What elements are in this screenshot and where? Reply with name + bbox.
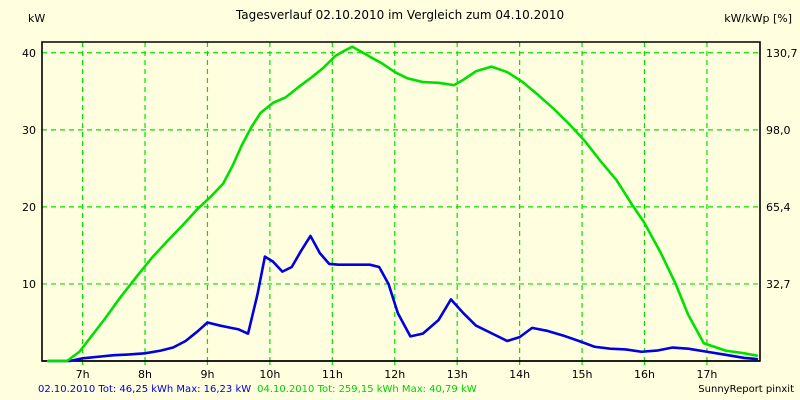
- y-tick-label-left: 30: [22, 124, 36, 137]
- series-line-04-10-2010: [46, 45, 759, 363]
- x-tick-label: 8h: [138, 368, 152, 381]
- x-tick-label: 11h: [322, 368, 343, 381]
- y-tick-label-right: 130,7: [766, 47, 798, 60]
- legend-item-blue: 02.10.2010 Tot: 46,25 kWh Max: 16,23 kW: [38, 384, 252, 395]
- x-tick-label: 9h: [200, 368, 214, 381]
- series-line-02-10-2010: [46, 234, 759, 363]
- y-tick-label-right: 65,4: [766, 201, 791, 214]
- footer-credit: SunnyReport pinxit: [698, 384, 794, 395]
- axis-lines: [41, 41, 761, 362]
- legend-item-green: 04.10.2010 Tot: 259,15 kWh Max: 40,79 kW: [257, 384, 477, 395]
- x-tick-label: 15h: [572, 368, 593, 381]
- y-axis-right-label: kW/kWp [%]: [724, 12, 792, 25]
- x-tick-label: 16h: [634, 368, 655, 381]
- gridlines: [42, 42, 760, 361]
- x-tick-label: 14h: [509, 368, 530, 381]
- y-tick-label-right: 32,7: [766, 278, 791, 291]
- x-tick-label: 7h: [76, 368, 90, 381]
- y-tick-label-left: 20: [22, 201, 36, 214]
- x-tick-label: 12h: [384, 368, 405, 381]
- y-axis-left-label: kW: [28, 12, 46, 25]
- x-tick-label: 13h: [447, 368, 468, 381]
- axis-tick-labels: 10 32,7 20 65,4 30 98,0 40 130,7 7h 8h 9h 10h 11h 12h…: [22, 47, 798, 381]
- chart-legend: 02.10.2010 Tot: 46,25 kWh Max: 16,23 kW 0…: [38, 384, 483, 395]
- x-tick-label: 17h: [696, 368, 717, 381]
- y-tick-label-right: 98,0: [766, 124, 791, 137]
- y-tick-label-left: 40: [22, 47, 36, 60]
- y-tick-label-left: 10: [22, 278, 36, 291]
- x-tick-label: 10h: [259, 368, 280, 381]
- page-title: Tagesverlauf 02.10.2010 im Vergleich zum…: [235, 8, 565, 22]
- plot-frame: [41, 41, 761, 362]
- data-series: [46, 45, 759, 363]
